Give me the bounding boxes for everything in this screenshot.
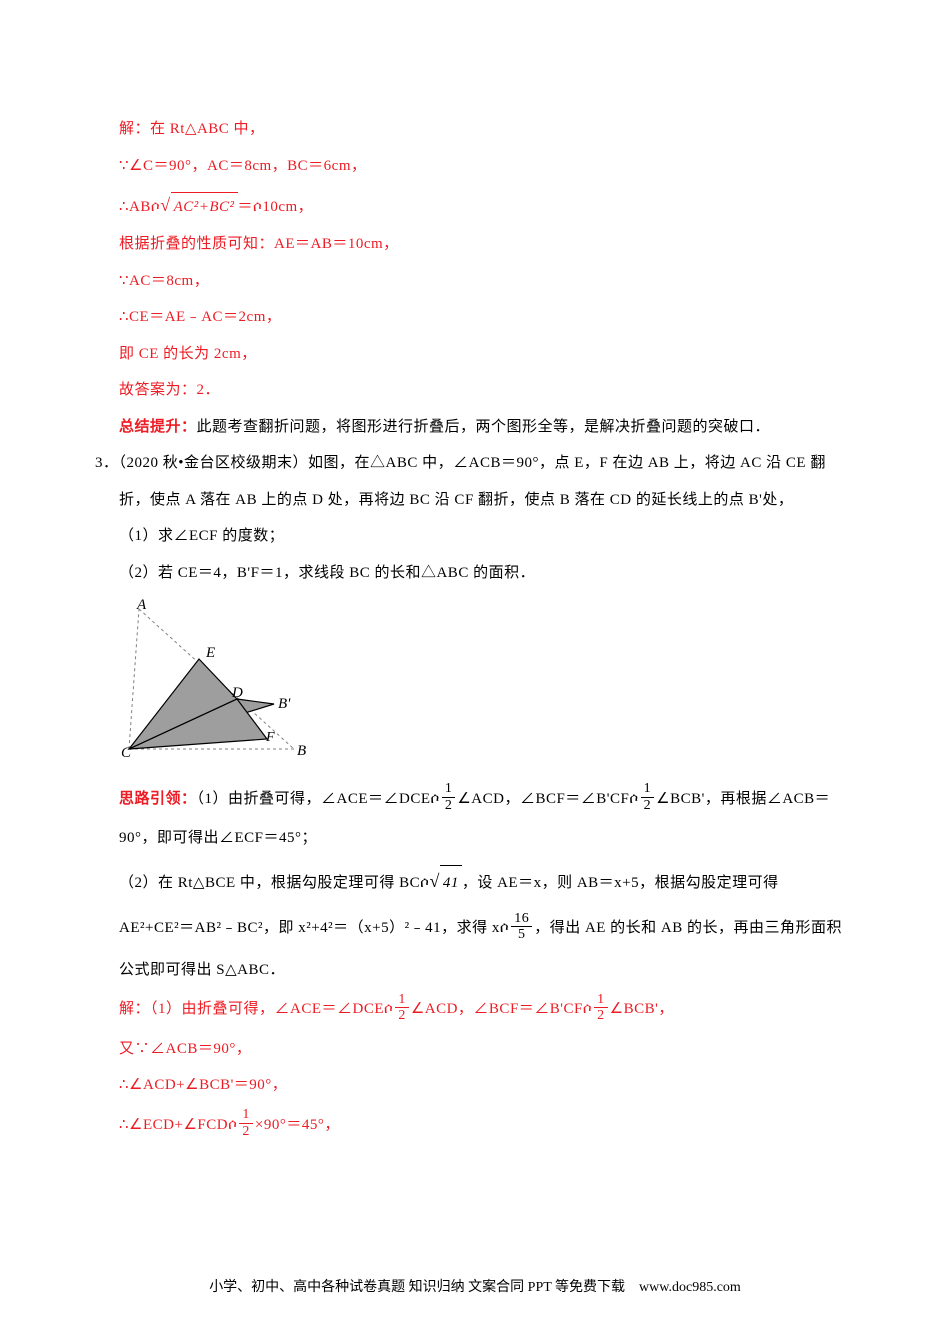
hint-h5: 公式即可得出 S△ABC． <box>119 962 285 978</box>
hint-label: 思路引领： <box>119 791 197 807</box>
sol2-line4: ∴∠ECD+∠FCDሶ12×90°＝45°， <box>95 1108 875 1143</box>
num4: 1 <box>594 992 608 1008</box>
q3-s1: 如图，在△ABC 中，∠ACB＝90°，点 E，F 在边 AB 上，将边 AC … <box>308 455 826 471</box>
summary-line: 总结提升：此题考查翻折问题，将图形进行折叠后，两个图形全等，是解决折叠问题的突破… <box>95 413 875 442</box>
hint-h1c: ∠BCB'，再根据∠ACB＝ <box>656 791 830 807</box>
sol1-line2: ∵∠C＝90°，AC＝8cm，BC＝6cm， <box>95 152 875 181</box>
den165: 5 <box>511 927 532 942</box>
sol2-l1a: 解：（1）由折叠可得，∠ACE＝∠DCEሶ <box>119 1001 393 1017</box>
hint-line5: 公式即可得出 S△ABC． <box>95 956 875 985</box>
frac-half-3: 12 <box>395 992 409 1024</box>
den3: 2 <box>395 1008 409 1023</box>
hint-line4: AE²+CE²＝AB²﹣BC²，即 x²+4²＝（x+5）²﹣41，求得 xሶ1… <box>95 910 875 948</box>
sol2-line1: 解：（1）由折叠可得，∠ACE＝∠DCEሶ12∠ACD，∠BCF＝∠B'CFሶ1… <box>95 992 875 1027</box>
den5: 2 <box>239 1124 253 1139</box>
hint-line1: 思路引领：（1）由折叠可得，∠ACE＝∠DCEሶ12∠ACD，∠BCF＝∠B'C… <box>95 782 875 817</box>
sol2-line3: ∴∠ACD+∠BCB'＝90°， <box>95 1071 875 1100</box>
num1: 1 <box>442 781 456 797</box>
sol1-line1: 解：在 Rt△ABC 中， <box>95 115 875 144</box>
q3-num: 3． <box>95 455 119 471</box>
label-E: E <box>205 645 215 661</box>
page-content: 解：在 Rt△ABC 中， ∵∠C＝90°，AC＝8cm，BC＝6cm， ∴AB… <box>95 115 875 1142</box>
hint-h1b: ∠ACD，∠BCF＝∠B'CFሶ <box>457 791 638 807</box>
label-B: B <box>297 743 306 759</box>
num3: 1 <box>395 992 409 1008</box>
sol1-line5: ∵AC＝8cm， <box>95 267 875 296</box>
hint-h3c: ，设 AE＝x，则 AB＝x+5，根据勾股定理可得 <box>462 875 779 891</box>
sol1-line6: ∴CE＝AE﹣AC＝2cm， <box>95 303 875 332</box>
summary-text: 此题考查翻折问题，将图形进行折叠后，两个图形全等，是解决折叠问题的突破口． <box>197 419 771 435</box>
q3-part1: （1）求∠ECF 的度数； <box>95 522 875 551</box>
q3-stem2: 折，使点 A 落在 AB 上的点 D 处，再将边 BC 沿 CF 翻折，使点 B… <box>95 486 875 515</box>
sol1-line4: 根据折叠的性质可知：AE＝AB＝10cm， <box>95 230 875 259</box>
sol1-line8: 故答案为：2． <box>95 376 875 405</box>
q3-part2: （2）若 CE＝4，B'F＝1，求线段 BC 的长和△ABC 的面积． <box>95 559 875 588</box>
label-Bprime: B' <box>278 696 291 712</box>
edge-CA <box>129 609 139 749</box>
hint-h3a: （2）在 Rt△BCE 中，根据勾股定理可得 BCሶ <box>119 875 429 891</box>
sqrt-acbc: √AC²+BC² <box>160 188 237 222</box>
sol2-l4a: ∴∠ECD+∠FCDሶ <box>119 1117 237 1133</box>
label-F: F <box>265 730 275 745</box>
sol2-l4b: ×90°＝45°， <box>255 1117 340 1133</box>
den4: 2 <box>594 1008 608 1023</box>
sol1-line3: ∴ABሶ√AC²+BC²＝ሶ10cm， <box>95 188 875 222</box>
triangle-diagram: A E D B' F B C <box>119 599 875 770</box>
label-A: A <box>136 599 147 613</box>
sol2-line2: 又∵∠ACB＝90°， <box>95 1035 875 1064</box>
sol1-line7: 即 CE 的长为 2cm， <box>95 340 875 369</box>
summary-label: 总结提升： <box>119 419 197 435</box>
page-footer: 小学、初中、高中各种试卷真题 知识归纳 文案合同 PPT 等免费下载 www.d… <box>0 1275 950 1302</box>
frac-half-4: 12 <box>594 992 608 1024</box>
den2: 2 <box>641 798 655 813</box>
num2: 1 <box>641 781 655 797</box>
q3-source: （2020 秋•金台区校级期末） <box>119 455 309 471</box>
label-D: D <box>231 685 243 701</box>
num5: 1 <box>239 1107 253 1123</box>
diagram-svg: A E D B' F B C <box>119 599 309 759</box>
sol1-l3c: ＝ሶ10cm， <box>238 199 314 215</box>
den1: 2 <box>442 798 456 813</box>
hint-h1a: （1）由折叠可得，∠ACE＝∠DCEሶ <box>197 791 440 807</box>
sqrt-content1: AC²+BC² <box>171 192 238 222</box>
hint-h4a: AE²+CE²＝AB²﹣BC²，即 x²+4²＝（x+5）²﹣41，求得 xሶ <box>119 920 509 936</box>
sol2-l1c: ∠BCB'， <box>610 1001 674 1017</box>
frac-half-2: 12 <box>641 781 655 813</box>
sol1-l3a: ∴ABሶ <box>119 199 160 215</box>
hint-line2: 90°，即可得出∠ECF＝45°； <box>95 824 875 853</box>
sol2-l1b: ∠ACD，∠BCF＝∠B'CFሶ <box>411 1001 592 1017</box>
frac-165: 165 <box>511 911 532 943</box>
sqrt41-content: 41 <box>440 865 462 901</box>
label-C: C <box>121 745 132 759</box>
hint-h4b: ，得出 AE 的长和 AB 的长，再由三角形面积 <box>534 920 842 936</box>
num165: 16 <box>511 911 532 927</box>
sqrt-41: √41 <box>429 861 461 902</box>
frac-half-1: 12 <box>442 781 456 813</box>
hint-line3: （2）在 Rt△BCE 中，根据勾股定理可得 BCሶ√41，设 AE＝x，则 A… <box>95 861 875 902</box>
q3-stem1: 3．（2020 秋•金台区校级期末）如图，在△ABC 中，∠ACB＝90°，点 … <box>95 449 875 478</box>
frac-half-5: 12 <box>239 1107 253 1139</box>
